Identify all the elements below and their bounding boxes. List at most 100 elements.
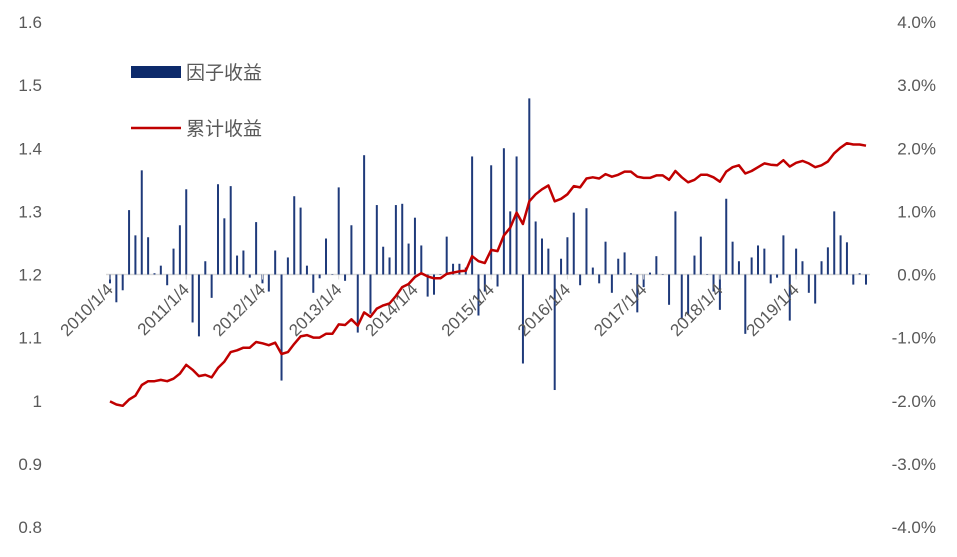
legend: 因子收益 累计收益 bbox=[131, 62, 262, 140]
right-tick-label: 3.0% bbox=[897, 76, 936, 95]
factor-return-bar bbox=[274, 250, 277, 275]
factor-return-bar bbox=[858, 273, 861, 275]
factor-return-bar bbox=[610, 274, 613, 293]
factor-return-bar bbox=[490, 165, 493, 275]
factor-return-bar bbox=[140, 170, 143, 275]
factor-return-bar bbox=[280, 274, 283, 381]
factor-return-bar bbox=[147, 237, 150, 275]
x-tick-label: 2013/1/4 bbox=[285, 280, 345, 340]
factor-return-bar bbox=[242, 250, 245, 275]
factor-return-bar bbox=[642, 274, 645, 288]
factor-return-bar bbox=[801, 261, 804, 275]
factor-return-bar bbox=[433, 274, 435, 295]
factor-return-bar bbox=[452, 263, 455, 275]
right-tick-label: 0.0% bbox=[897, 266, 936, 285]
factor-return-bar bbox=[833, 211, 836, 275]
factor-return-bar bbox=[356, 274, 359, 333]
factor-return-bar bbox=[852, 274, 855, 285]
factor-return-bar bbox=[553, 274, 556, 391]
x-tick-label: 2012/1/4 bbox=[209, 280, 269, 340]
factor-return-bar bbox=[178, 225, 181, 275]
factor-return-bar bbox=[210, 274, 213, 298]
factor-return-bar bbox=[572, 212, 575, 275]
right-tick-label: -3.0% bbox=[892, 455, 936, 474]
factor-return-bar bbox=[382, 246, 385, 275]
factor-return-bar bbox=[579, 274, 582, 286]
factor-return-bar bbox=[636, 274, 639, 313]
factor-return-bar bbox=[795, 248, 798, 275]
right-tick-label: -2.0% bbox=[892, 392, 936, 411]
factor-return-bar bbox=[293, 196, 296, 275]
factor-return-bar bbox=[757, 245, 759, 275]
factor-return-bar bbox=[649, 272, 651, 275]
factor-return-bar bbox=[776, 274, 779, 278]
factor-return-bar bbox=[134, 235, 137, 275]
factor-return-bar bbox=[680, 274, 683, 320]
factor-return-bar bbox=[668, 274, 671, 305]
factor-return-bar bbox=[128, 210, 131, 275]
factor-return-bar bbox=[807, 274, 810, 293]
x-tick-label: 2017/1/4 bbox=[590, 280, 650, 340]
factor-return-bar bbox=[407, 243, 410, 275]
factor-return-bar bbox=[172, 248, 175, 275]
factor-return-bar bbox=[591, 267, 594, 275]
factor-return-bar bbox=[236, 255, 239, 275]
x-tick-label: 2015/1/4 bbox=[438, 280, 498, 340]
factor-return-bar bbox=[286, 257, 289, 275]
legend-label-cumulative-return: 累计收益 bbox=[186, 118, 262, 140]
factor-return-bar bbox=[744, 274, 747, 334]
right-tick-label: 1.0% bbox=[897, 202, 936, 221]
factor-return-bar bbox=[426, 274, 429, 297]
factor-return-bar bbox=[299, 207, 302, 275]
factor-return-bar bbox=[388, 257, 391, 275]
factor-return-bar bbox=[560, 258, 563, 275]
factor-return-bar bbox=[655, 256, 658, 275]
factor-return-bar bbox=[471, 156, 474, 275]
factor-return-bar bbox=[337, 187, 340, 275]
left-tick-label: 1.2 bbox=[18, 266, 42, 285]
factor-return-bar bbox=[394, 205, 397, 275]
factor-return-bar bbox=[229, 186, 232, 275]
factor-return-bar bbox=[185, 189, 188, 275]
right-tick-label: 4.0% bbox=[897, 13, 936, 32]
factor-return-bar bbox=[267, 274, 270, 292]
factor-return-bar bbox=[547, 248, 550, 275]
factor-return-bar bbox=[731, 241, 734, 275]
factor-return-bar bbox=[413, 217, 416, 275]
factor-return-bar bbox=[617, 258, 620, 275]
factor-return-bar bbox=[737, 261, 740, 275]
factor-return-bar bbox=[661, 274, 664, 275]
factor-return-bar bbox=[445, 236, 448, 275]
factor-return-bar bbox=[121, 274, 124, 291]
factor-return-bar bbox=[191, 274, 194, 323]
factor-return-bar bbox=[159, 265, 162, 275]
factor-return-bar bbox=[623, 252, 626, 275]
factor-return-bar bbox=[585, 208, 588, 275]
factor-return-bar bbox=[344, 274, 347, 281]
factor-return-bar bbox=[204, 261, 207, 275]
left-tick-label: 1.1 bbox=[18, 329, 42, 348]
left-tick-label: 1.6 bbox=[18, 13, 42, 32]
factor-return-bar bbox=[598, 274, 601, 284]
factor-return-bar bbox=[197, 274, 200, 337]
factor-return-bar bbox=[693, 255, 696, 275]
factor-return-bar bbox=[401, 203, 404, 275]
left-tick-label: 1.3 bbox=[18, 202, 42, 221]
factor-return-bar bbox=[363, 155, 366, 275]
cumulative-return-line bbox=[109, 141, 867, 408]
factor-return-bar bbox=[699, 236, 702, 275]
legend-swatch-factor-return bbox=[131, 66, 181, 78]
x-tick-label: 2018/1/4 bbox=[666, 280, 726, 340]
factor-return-bar bbox=[750, 257, 753, 275]
x-axis: 2010/1/4 2011/1/4 2012/1/4 2013/1/4 2014/1/4… bbox=[57, 274, 803, 340]
factor-return-bar bbox=[820, 261, 823, 275]
factor-return-bar bbox=[865, 274, 867, 285]
left-axis: 0.8 0.9 1 1.1 1.2 1.3 1.4 1.5 1.6 bbox=[18, 13, 42, 537]
factor-return-bar bbox=[477, 274, 480, 316]
factor-return-bar bbox=[350, 225, 353, 275]
factor-return-bars bbox=[109, 98, 867, 391]
right-tick-label: -4.0% bbox=[892, 518, 936, 537]
factor-return-bar bbox=[217, 184, 219, 275]
left-tick-label: 1 bbox=[33, 392, 42, 411]
